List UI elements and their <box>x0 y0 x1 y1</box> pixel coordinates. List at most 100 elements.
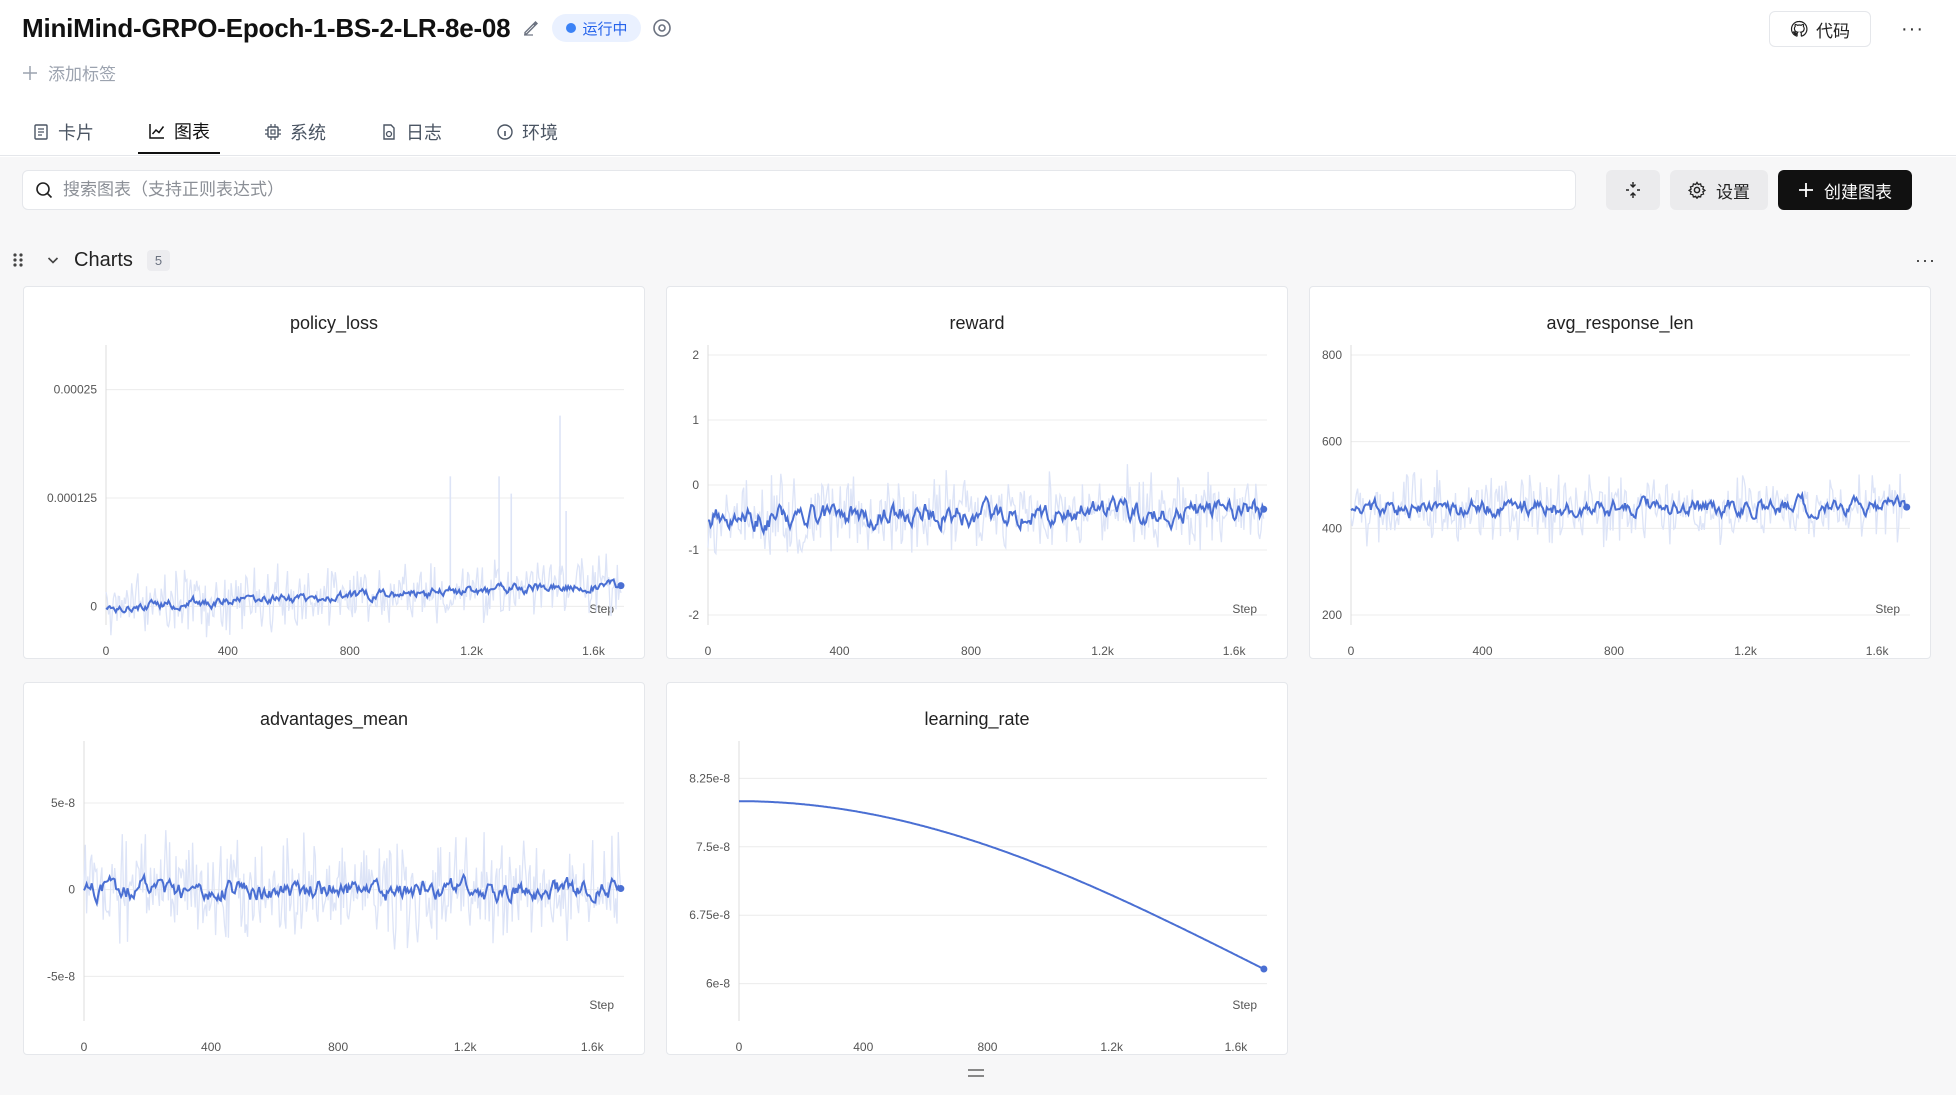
y-tick-label: 1 <box>692 413 699 427</box>
y-tick-label: 6e-8 <box>706 977 730 991</box>
stop-icon[interactable] <box>651 17 673 39</box>
series-line <box>105 578 622 615</box>
x-tick-label: 0 <box>705 644 712 658</box>
y-tick-label: 400 <box>1322 521 1342 535</box>
series-line <box>707 494 1265 537</box>
group-more-icon[interactable]: ··· <box>1915 249 1936 270</box>
edit-icon[interactable] <box>520 17 542 39</box>
y-tick-label: 800 <box>1322 348 1342 362</box>
x-tick-label: 400 <box>853 1040 873 1054</box>
series-end-point <box>1903 503 1911 511</box>
search-input[interactable] <box>63 180 1563 200</box>
collapse-all-button[interactable] <box>1606 170 1660 210</box>
raw-series-line <box>105 553 622 638</box>
tab-logs-label: 日志 <box>406 123 442 143</box>
chart-title: reward <box>949 313 1005 333</box>
tab-charts-label: 图表 <box>174 122 210 142</box>
chart-svg[interactable]: 6e-8 6.75e-8 7.5e-8 8.25e-8 0 400 800 1.2k 1.6k S… <box>667 683 1289 1056</box>
group-title: Charts <box>74 248 133 271</box>
x-tick-label: 800 <box>1604 644 1624 658</box>
tab-cards[interactable]: 卡片 <box>22 110 104 154</box>
plus-icon <box>23 65 37 80</box>
series-line <box>739 800 1265 970</box>
y-tick-label: -5e-8 <box>47 969 75 983</box>
tab-charts[interactable]: 图表 <box>138 110 220 154</box>
chart-card-advantages-mean[interactable]: advantages_mean -5e-8 0 5e-8 0 400 800 1.2k 1.6… <box>23 682 645 1055</box>
y-tick-label: 0.00025 <box>54 383 98 397</box>
series-end-point <box>1260 965 1268 973</box>
tab-system[interactable]: 系统 <box>254 110 336 154</box>
raw-series-line <box>1350 469 1908 548</box>
title-row: MiniMind-GRPO-Epoch-1-BS-2-LR-8e-08 运行中 <box>22 12 673 44</box>
info-icon <box>497 124 513 140</box>
chart-card-policy-loss[interactable]: policy_loss 0 0.000125 0.00025 0 400 800 1.2k 1… <box>23 286 645 659</box>
more-menu-icon[interactable]: ··· <box>1901 17 1924 40</box>
x-tick-label: 400 <box>218 644 238 658</box>
y-tick-label: 0 <box>90 599 97 613</box>
series-end-point <box>617 885 625 893</box>
run-header: MiniMind-GRPO-Epoch-1-BS-2-LR-8e-08 运行中 … <box>0 0 1956 156</box>
tab-environment[interactable]: 环境 <box>486 110 568 154</box>
chart-title: policy_loss <box>289 313 379 333</box>
y-tick-label: 600 <box>1322 435 1342 449</box>
chart-card-reward[interactable]: reward -2 -1 0 1 2 0 400 800 1.2k 1.6k Step <box>666 286 1288 659</box>
cpu-icon <box>265 124 281 140</box>
tab-logs[interactable]: 日志 <box>370 110 452 154</box>
chart-card-learning-rate[interactable]: learning_rate 6e-8 6.75e-8 7.5e-8 8.25e-8 0 4… <box>666 682 1288 1055</box>
status-badge: 运行中 <box>552 14 642 42</box>
y-tick-label: 7.5e-8 <box>696 840 730 854</box>
x-tick-label: 0 <box>1348 644 1355 658</box>
chart-card-avg-response-len[interactable]: avg_response_len 200 400 600 800 0 400 800 1.2k… <box>1309 286 1931 659</box>
create-chart-button[interactable]: 创建图表 <box>1778 170 1912 210</box>
x-tick-label: 800 <box>328 1040 348 1054</box>
add-tag-button[interactable]: 添加标签 <box>22 60 116 85</box>
add-tag-label: 添加标签 <box>48 65 116 84</box>
settings-button[interactable]: 设置 <box>1670 170 1768 210</box>
run-title: MiniMind-GRPO-Epoch-1-BS-2-LR-8e-08 <box>22 12 511 43</box>
log-icon <box>383 124 395 140</box>
y-tick-label: 6.75e-8 <box>689 908 730 922</box>
code-label: 代码 <box>1816 21 1851 41</box>
github-icon <box>1790 20 1808 37</box>
chevron-down-icon[interactable] <box>46 253 60 267</box>
x-tick-label: 400 <box>1473 644 1493 658</box>
x-tick-label: 1.2k <box>460 644 484 658</box>
y-tick-label: 8.25e-8 <box>689 771 730 785</box>
x-tick-label: 1.6k <box>1223 644 1247 658</box>
tab-system-label: 系统 <box>290 123 326 143</box>
x-tick-label: 1.6k <box>581 1040 605 1054</box>
header-actions: 代码 ··· <box>1769 11 1924 47</box>
series-end-point <box>1260 505 1268 513</box>
card-icon <box>34 124 48 140</box>
x-tick-label: 800 <box>961 644 981 658</box>
tab-environment-label: 环境 <box>522 123 558 143</box>
y-tick-label: -2 <box>688 608 699 622</box>
tab-bar: 卡片 图表 系统 日志 环境 <box>22 110 602 156</box>
chart-title: avg_response_len <box>1546 313 1694 333</box>
code-button[interactable]: 代码 <box>1769 11 1872 47</box>
chart-title: learning_rate <box>924 709 1030 729</box>
x-tick-label: 1.6k <box>582 644 606 658</box>
settings-label: 设置 <box>1716 182 1750 202</box>
x-tick-label: 0 <box>103 644 110 658</box>
y-tick-label: 200 <box>1322 608 1342 622</box>
chart-svg[interactable]: -2 -1 0 1 2 0 400 800 1.2k 1.6k Step <box>667 287 1289 660</box>
x-axis-label: Step <box>1232 602 1257 616</box>
y-tick-label: 0.000125 <box>47 491 97 505</box>
drag-handle-icon[interactable] <box>12 251 24 269</box>
status-dot-icon <box>566 23 577 33</box>
chart-icon <box>149 124 165 139</box>
x-tick-label: 1.6k <box>1866 644 1890 658</box>
chart-toolbar: 设置 创建图表 <box>22 169 1934 211</box>
x-axis-label: Step <box>1232 998 1257 1012</box>
chart-svg[interactable]: 200 400 600 800 0 400 800 1.2k 1.6k Step <box>1310 287 1932 660</box>
chart-group-header: Charts 5 ··· <box>12 245 1936 275</box>
chart-svg[interactable]: -5e-8 0 5e-8 0 400 800 1.2k 1.6k Step <box>24 683 646 1056</box>
plus-icon <box>1799 183 1813 197</box>
search-icon <box>36 182 53 199</box>
y-tick-label: 2 <box>692 348 699 362</box>
resize-handle-icon[interactable] <box>968 1069 984 1081</box>
create-chart-label: 创建图表 <box>1824 182 1892 202</box>
series-line <box>83 872 622 908</box>
